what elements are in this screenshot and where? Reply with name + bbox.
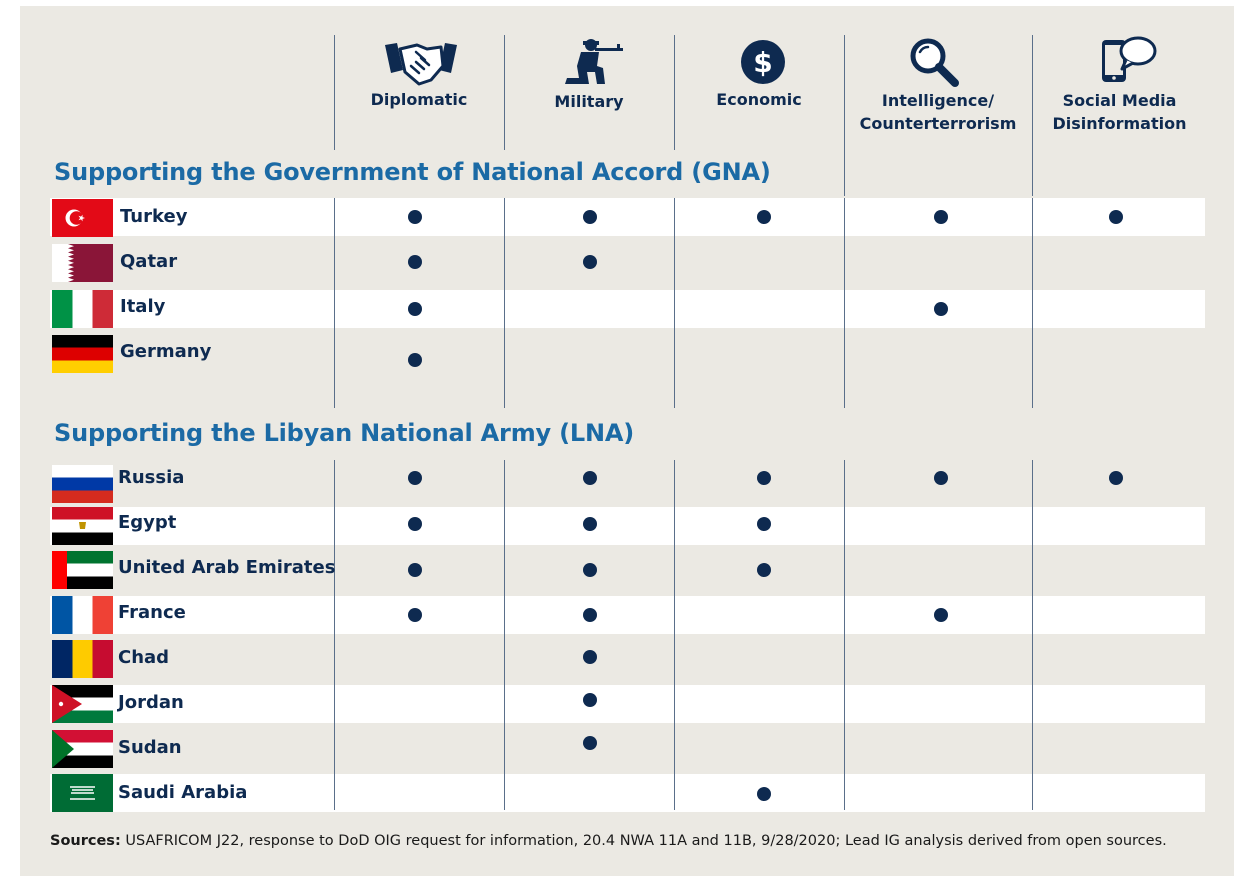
country-name: Egypt [118,512,177,533]
soldier-icon [565,39,623,84]
section-title-gna: Supporting the Government of National Ac… [54,158,771,186]
flag-sudan-icon [52,730,113,768]
dollar-icon: $ [741,40,785,84]
column-header-military: Military [554,92,624,111]
column-divider [504,198,505,408]
country-name: Qatar [120,251,178,272]
column-divider [844,35,845,196]
support-dot [934,210,948,224]
country-name: Italy [120,296,166,317]
phone-chat-icon [1102,36,1157,82]
row-band [50,596,1205,634]
support-dot [757,210,771,224]
support-dot [408,255,422,269]
svg-text:$: $ [753,46,772,79]
support-dot [408,471,422,485]
flag-egypt-icon [52,507,113,545]
support-dot [1109,210,1123,224]
support-dot [583,563,597,577]
support-dot [757,563,771,577]
country-name: United Arab Emirates [118,557,336,578]
column-divider [674,198,675,408]
column-divider [1032,35,1033,196]
support-dot [408,210,422,224]
country-name: Saudi Arabia [118,782,248,803]
country-name: Germany [120,341,212,362]
row-band [50,774,1205,812]
flag-germany-icon [52,335,113,373]
support-dot [583,210,597,224]
country-name: Jordan [118,692,184,713]
column-header-social-media: Social Media Disinformation [1052,91,1187,133]
support-dot [1109,471,1123,485]
country-name: Turkey [120,206,188,227]
support-dot [583,255,597,269]
column-divider [504,460,505,810]
flag-italy-icon [52,290,113,328]
row-band [50,290,1205,328]
sources-note: Sources: USAFRICOM J22, response to DoD … [50,833,1167,849]
support-dot [408,353,422,367]
row-band [50,685,1205,723]
country-name: France [118,602,186,623]
support-dot [408,563,422,577]
support-dot [757,517,771,531]
flag-france-icon [52,596,113,634]
country-name: Chad [118,647,170,668]
column-divider [1032,198,1033,408]
support-dot [583,736,597,750]
support-dot [583,471,597,485]
support-dot [757,787,771,801]
flag-turkey-icon [52,199,113,237]
flag-russia-icon [52,465,113,503]
support-dot [583,650,597,664]
flag-saudi-arabia-icon [52,774,113,812]
flag-uae-icon [52,551,113,589]
column-header-diplomatic: Diplomatic [370,90,468,109]
support-dot [757,471,771,485]
support-dot [408,608,422,622]
country-name: Sudan [118,737,182,758]
section-title-lna: Supporting the Libyan National Army (LNA… [54,419,634,447]
column-divider [1032,460,1033,810]
row-band [50,198,1205,236]
table-panel [20,6,1234,876]
column-divider [844,198,845,408]
column-header-intelligence: Intelligence/Counterterrorism [859,91,1017,133]
column-divider [674,460,675,810]
column-divider [334,198,335,408]
row-band [50,507,1205,545]
support-dot [934,302,948,316]
support-dot [583,693,597,707]
support-dot [934,471,948,485]
support-dot [934,608,948,622]
column-divider [674,35,675,150]
column-divider [334,35,335,150]
column-divider [504,35,505,150]
support-dot [408,302,422,316]
magnifier-icon [910,38,959,87]
country-name: Russia [118,467,185,488]
column-divider [844,460,845,810]
support-dot [408,517,422,531]
flag-chad-icon [52,640,113,678]
support-dot [583,517,597,531]
column-divider [334,460,335,810]
flag-qatar-icon [52,244,113,282]
column-header-economic: Economic [716,90,802,109]
flag-jordan-icon [52,685,113,723]
handshake-icon [385,43,457,86]
support-dot [583,608,597,622]
